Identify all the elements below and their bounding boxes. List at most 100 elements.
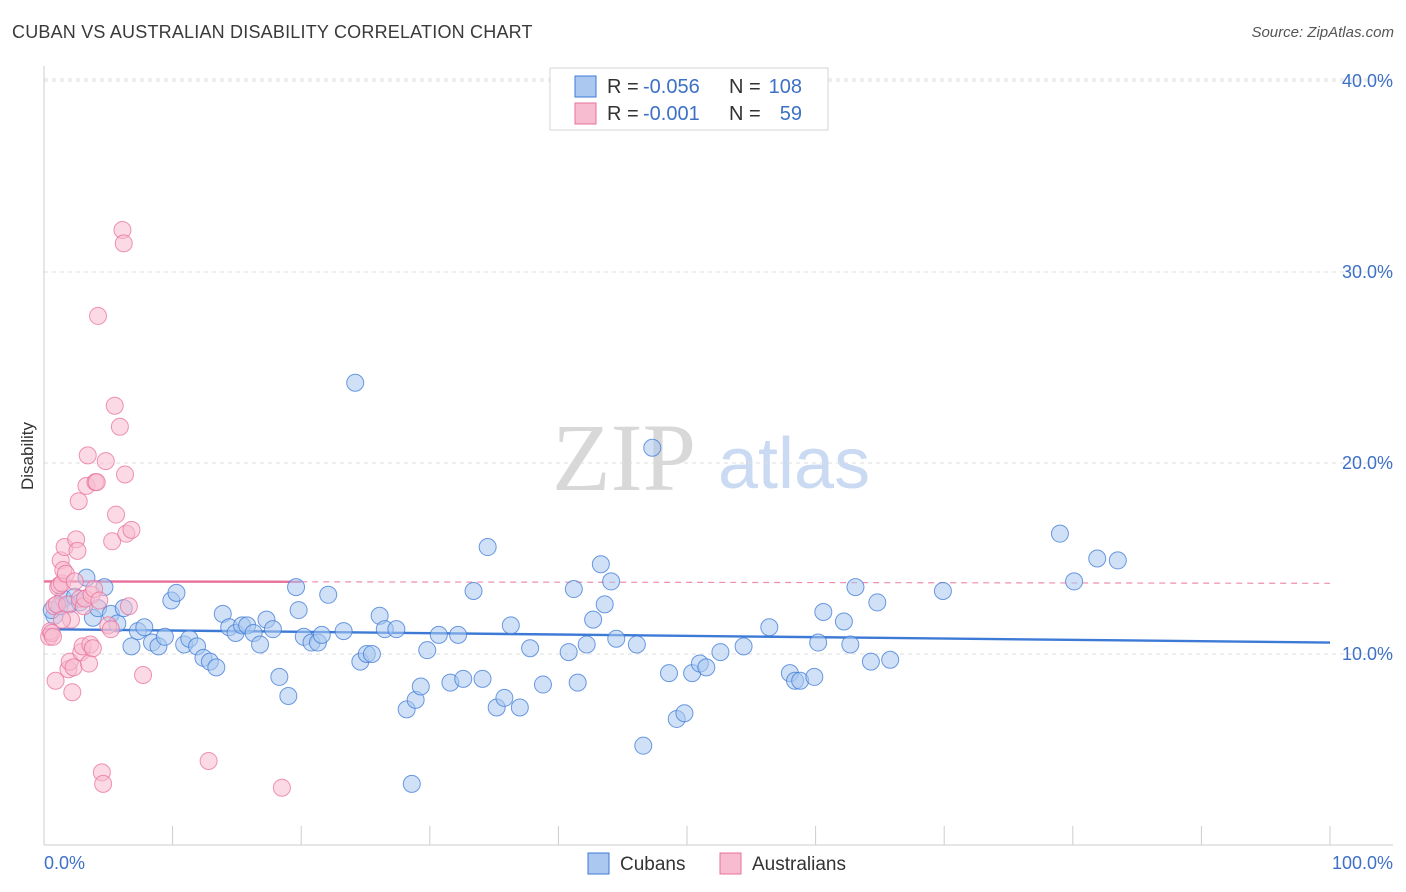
point-cubans [809, 633, 828, 652]
point-cubans [495, 688, 514, 707]
point-australians [68, 541, 87, 560]
point-cubans [805, 667, 824, 686]
data-points [40, 220, 1127, 797]
axes [43, 66, 1393, 846]
point-australians [114, 234, 133, 253]
point-cubans [279, 687, 298, 706]
legend-n-label-1: N = [729, 76, 761, 98]
point-australians [103, 532, 122, 551]
legend-box: R = -0.056 N = 108 R = -0.001 N = 59 [549, 67, 829, 131]
point-australians [199, 751, 218, 770]
point-cubans [602, 572, 621, 591]
point-cubans [510, 698, 529, 717]
bottom-legend-swatch-australians [719, 852, 742, 875]
point-cubans [634, 736, 653, 755]
point-cubans [841, 635, 860, 654]
legend-n-value-2: 59 [780, 103, 802, 125]
legend-r-value-2: -0.001 [643, 103, 700, 125]
bottom-legend: Cubans Australians [587, 852, 846, 875]
point-australians [69, 492, 88, 511]
point-cubans [1088, 549, 1107, 568]
legend-n-label-2: N = [729, 103, 761, 125]
point-cubans [1065, 572, 1084, 591]
point-australians [116, 465, 135, 484]
point-cubans [1050, 524, 1069, 543]
point-cubans [454, 669, 473, 688]
point-cubans [155, 627, 174, 646]
point-cubans [464, 581, 483, 600]
y-tick-label: 30.0% [1342, 262, 1393, 282]
point-cubans [834, 612, 853, 631]
point-australians [80, 654, 99, 673]
point-australians [44, 627, 63, 646]
x-tick-label-min: 0.0% [44, 853, 85, 873]
point-australians [101, 620, 120, 639]
point-cubans [643, 438, 662, 457]
point-australians [105, 396, 124, 415]
legend-n-value-1: 108 [769, 76, 802, 98]
point-cubans [319, 585, 338, 604]
y-tick-label: 20.0% [1342, 453, 1393, 473]
point-cubans [814, 602, 833, 621]
point-cubans [411, 677, 430, 696]
point-cubans [135, 618, 154, 637]
chart-source: Source: ZipAtlas.com [1251, 24, 1394, 41]
point-cubans [697, 658, 716, 677]
point-cubans [473, 669, 492, 688]
point-cubans [263, 620, 282, 639]
y-tick-labels: 10.0% 20.0% 30.0% 40.0% [1342, 71, 1393, 664]
point-cubans [501, 616, 520, 635]
point-cubans [584, 610, 603, 629]
point-australians [65, 572, 84, 591]
point-cubans [627, 635, 646, 654]
chart-title: CUBAN VS AUSTRALIAN DISABILITY CORRELATI… [12, 22, 533, 42]
point-australians [134, 666, 153, 685]
watermark-atlas: atlas [718, 424, 870, 504]
point-cubans [675, 704, 694, 723]
point-cubans [734, 637, 753, 656]
point-australians [107, 505, 126, 524]
gridlines [44, 78, 1393, 655]
point-cubans [861, 652, 880, 671]
point-australians [119, 597, 138, 616]
point-cubans [521, 639, 540, 658]
point-cubans [312, 625, 331, 644]
legend-r-value-1: -0.056 [643, 76, 700, 98]
point-cubans [167, 583, 186, 602]
trend-line-dashed-australians [301, 581, 1331, 584]
point-australians [46, 671, 65, 690]
bottom-legend-label-cubans: Cubans [620, 854, 686, 875]
point-cubans [760, 618, 779, 637]
point-australians [122, 520, 141, 539]
watermark-zip: ZIP [552, 404, 696, 511]
point-cubans [933, 581, 952, 600]
point-cubans [595, 595, 614, 614]
point-australians [63, 683, 82, 702]
point-cubans [387, 620, 406, 639]
bottom-legend-label-australians: Australians [752, 854, 846, 875]
legend-swatch-australians [574, 102, 597, 125]
point-cubans [251, 635, 270, 654]
y-axis-title: Disability [18, 421, 37, 490]
x-tick-label-max: 100.0% [1332, 853, 1393, 873]
point-cubans [287, 578, 306, 597]
point-cubans [568, 673, 587, 692]
point-cubans [334, 622, 353, 641]
point-cubans [711, 643, 730, 662]
point-cubans [289, 601, 308, 620]
point-australians [89, 306, 108, 325]
point-cubans [122, 637, 141, 656]
point-cubans [659, 664, 678, 683]
point-cubans [868, 593, 887, 612]
point-australians [272, 778, 291, 797]
point-cubans [207, 658, 226, 677]
point-cubans [362, 645, 381, 663]
point-australians [53, 610, 72, 629]
point-australians [110, 417, 129, 436]
point-australians [90, 591, 109, 610]
point-cubans [564, 580, 583, 599]
point-cubans [270, 667, 289, 686]
point-cubans [449, 625, 468, 644]
point-cubans [346, 373, 365, 392]
y-tick-label: 10.0% [1342, 644, 1393, 664]
